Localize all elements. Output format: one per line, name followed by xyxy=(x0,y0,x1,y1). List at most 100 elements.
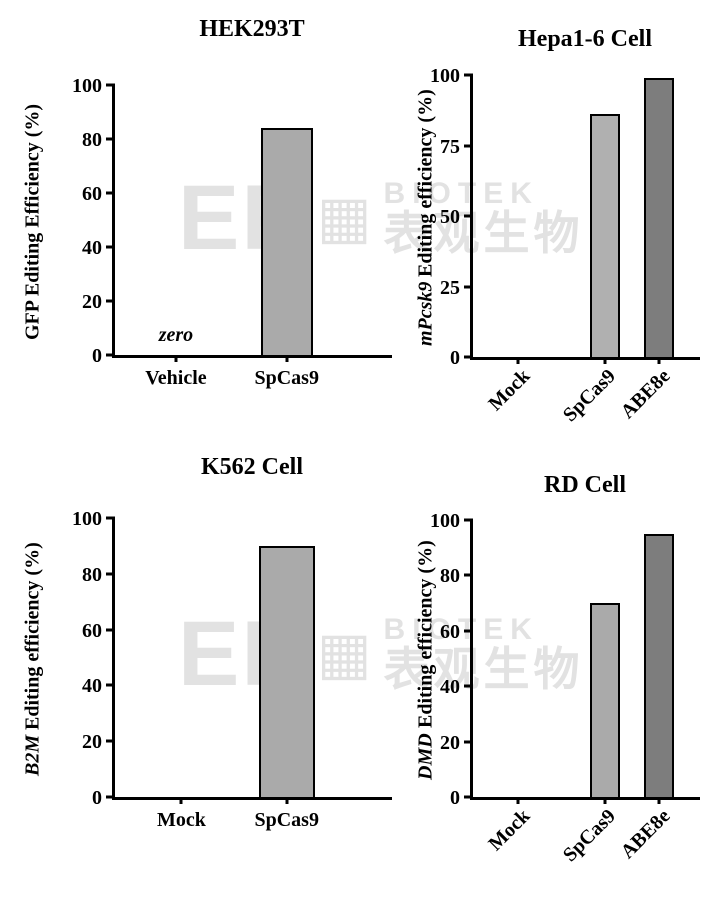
x-tick-mark xyxy=(657,357,661,364)
bar-spcas9 xyxy=(589,603,620,797)
y-tick-label: 20 xyxy=(82,291,102,313)
y-axis-gene-label: DMD xyxy=(414,733,437,780)
x-category-label: SpCas9 xyxy=(559,365,621,427)
x-category-label: SpCas9 xyxy=(254,809,319,831)
watermark: EP ▦ BIOTEK 表观生物 xyxy=(178,608,584,700)
y-tick-mark xyxy=(106,353,115,357)
x-tick-mark xyxy=(285,797,289,804)
watermark-brand-block: BIOTEK 表观生物 xyxy=(384,178,584,258)
bar-spcas9 xyxy=(260,128,313,355)
chart-rd: RD Cell DMD Editing efficiency (%) 0 20 40… xyxy=(405,448,717,904)
watermark-brand-block: BIOTEK 表观生物 xyxy=(384,614,584,694)
x-tick-mark xyxy=(179,797,183,804)
x-tick-mark xyxy=(657,797,661,804)
y-tick-label: 100 xyxy=(430,65,460,87)
bar-abe8e xyxy=(644,533,675,797)
chart-title: K562 Cell xyxy=(201,454,303,480)
bar-abe8e xyxy=(644,77,675,357)
y-tick-label: 25 xyxy=(440,276,460,299)
plot-area: 0 20 40 60 80 100 Vehicle SpCas9 zero xyxy=(72,76,392,389)
y-tick-label: 100 xyxy=(430,510,460,532)
x-category-label: ABE8e xyxy=(616,805,675,863)
y-tick-mark xyxy=(464,684,473,688)
bar-spcas9 xyxy=(258,545,315,797)
chart-hek293t: HEK293T GFP Editing Efficiency (%) 0 20 40… xyxy=(10,8,405,442)
y-tick-mark xyxy=(106,739,115,743)
y-tick-mark xyxy=(106,572,115,576)
x-tick-mark xyxy=(174,355,178,362)
x-category-label: Vehicle xyxy=(145,367,207,389)
chart-k562: K562 Cell B2M Editing efficiency (%) 0 20… xyxy=(10,448,405,900)
x-tick-mark xyxy=(285,355,289,362)
y-tick-mark xyxy=(464,214,473,218)
x-tick-mark xyxy=(603,797,607,804)
y-axis-label-text: Editing efficiency (%) xyxy=(414,540,437,734)
y-axis-label: DMD Editing efficiency (%) xyxy=(409,514,443,806)
watermark-brand-cn: 表观生物 xyxy=(383,643,584,695)
x-category-label: Mock xyxy=(483,365,534,416)
y-tick-label: 40 xyxy=(440,676,460,699)
chart-title: HEK293T xyxy=(199,16,305,42)
y-tick-mark xyxy=(106,245,115,249)
bar-spcas9 xyxy=(589,114,620,357)
y-tick-mark xyxy=(106,516,115,520)
y-tick-label: 0 xyxy=(450,347,460,369)
y-axis-label: GFP Editing Efficiency (%) xyxy=(16,78,50,365)
y-tick-label: 20 xyxy=(82,731,102,754)
y-tick-mark xyxy=(464,795,473,799)
y-axis-gene-label: mPcsk9 xyxy=(414,281,437,347)
y-tick-label: 100 xyxy=(72,75,102,97)
y-tick-mark xyxy=(464,144,473,147)
y-tick-label: 80 xyxy=(440,565,460,588)
y-tick-label: 20 xyxy=(440,731,460,754)
y-tick-label: 60 xyxy=(82,619,102,642)
watermark-brand-en: BIOTEK xyxy=(383,613,539,647)
watermark-logo-icon: ▦ xyxy=(316,621,372,686)
y-axis-gene-label: B2M xyxy=(21,734,44,776)
y-tick-label: 0 xyxy=(92,345,102,367)
x-tick-mark xyxy=(603,357,607,364)
y-tick-mark xyxy=(464,285,473,288)
chart-title: Hepa1-6 Cell xyxy=(518,26,652,52)
y-tick-mark xyxy=(106,137,115,141)
plot-area: 0 20 40 60 80 100 Mock SpCas9 ABE8e xyxy=(430,511,700,866)
y-axis-label: mPcsk9 Editing efficiency (%) xyxy=(409,68,443,367)
y-tick-label: 60 xyxy=(440,620,460,643)
watermark-brand-cn: 表观生物 xyxy=(383,207,584,259)
zero-annotation: zero xyxy=(158,324,194,346)
y-tick-label: 40 xyxy=(82,675,102,698)
y-tick-mark xyxy=(464,573,473,577)
y-axis-label: B2M Editing efficiency (%) xyxy=(16,512,50,806)
y-tick-label: 80 xyxy=(82,563,102,586)
y-tick-label: 40 xyxy=(82,237,102,259)
chart-hepa1-6: Hepa1-6 Cell mPcsk9 Editing efficiency (… xyxy=(405,8,717,483)
y-tick-mark xyxy=(106,191,115,195)
y-tick-label: 75 xyxy=(440,135,460,158)
watermark-logo-icon: ▦ xyxy=(316,185,372,250)
x-category-label: Mock xyxy=(483,805,534,856)
chart-title: RD Cell xyxy=(544,472,626,498)
x-category-label: SpCas9 xyxy=(254,367,319,389)
y-tick-label: 50 xyxy=(440,206,460,228)
y-tick-mark xyxy=(464,629,473,633)
plot-area: 0 20 40 60 80 100 Mock SpCas9 xyxy=(72,509,392,831)
y-tick-mark xyxy=(106,683,115,687)
x-category-label: ABE8e xyxy=(616,365,675,423)
y-axis-label-text: Editing efficiency (%) xyxy=(21,542,44,735)
y-tick-mark xyxy=(106,299,115,303)
x-tick-mark xyxy=(516,797,520,804)
y-tick-label: 0 xyxy=(92,787,102,809)
y-tick-mark xyxy=(464,355,473,359)
y-tick-mark xyxy=(464,73,473,77)
y-tick-label: 0 xyxy=(450,787,460,809)
y-tick-label: 80 xyxy=(82,129,102,151)
plot-area: 0 25 50 75 100 Mock SpCas9 ABE8e xyxy=(430,66,700,426)
x-tick-mark xyxy=(516,357,520,364)
y-axis-label-text: GFP Editing Efficiency (%) xyxy=(21,103,44,340)
x-category-label: SpCas9 xyxy=(559,805,621,867)
y-tick-mark xyxy=(464,518,473,522)
x-category-label: Mock xyxy=(157,809,206,831)
y-tick-label: 100 xyxy=(72,508,102,530)
y-axis-label-text: Editing efficiency (%) xyxy=(414,88,437,282)
